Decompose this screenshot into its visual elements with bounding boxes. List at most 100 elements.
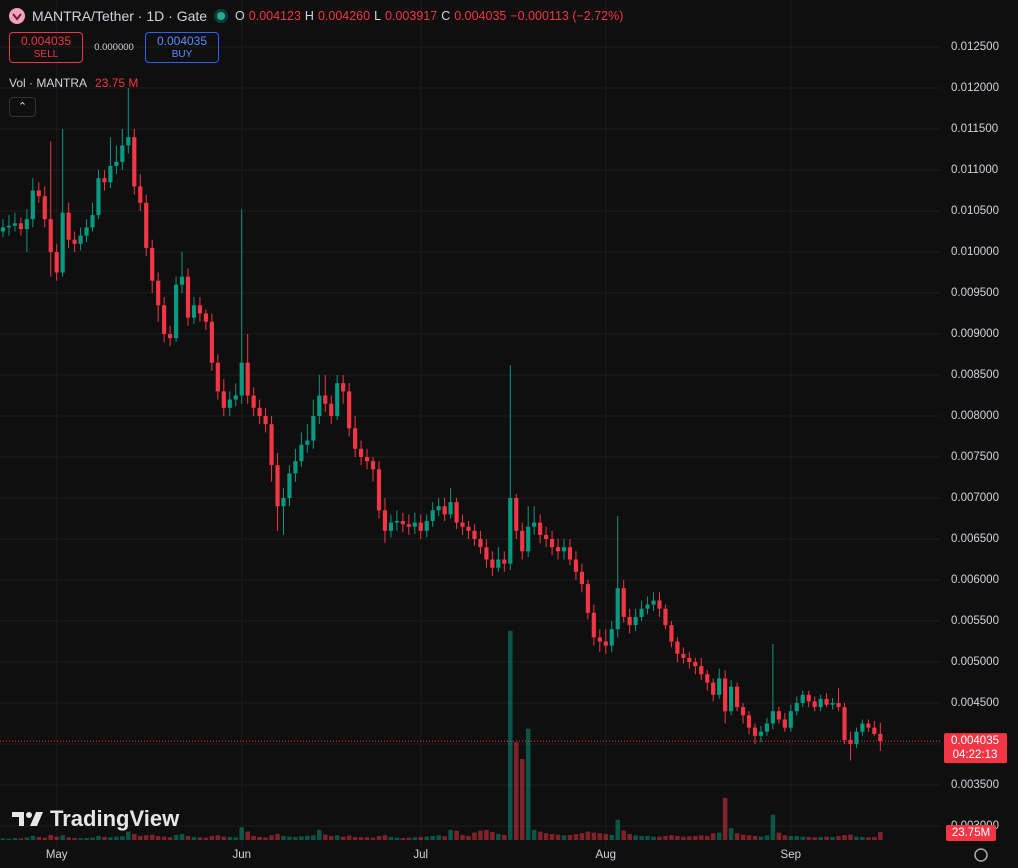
candle-body: [394, 520, 399, 523]
volume-title: Vol · MANTRA: [9, 76, 88, 90]
y-tick-label: 0.008500: [951, 369, 999, 381]
volume-bar: [442, 836, 447, 840]
candle-body: [162, 305, 167, 335]
candle-body: [794, 703, 799, 712]
sell-button[interactable]: 0.004035 SELL: [9, 32, 83, 63]
candle-body: [693, 662, 698, 667]
candle-body: [752, 727, 758, 736]
sell-label: SELL: [33, 48, 59, 60]
candle-body: [454, 502, 459, 523]
candle-body: [734, 686, 740, 708]
x-tick-label: Jul: [413, 849, 428, 861]
candle-body: [872, 727, 877, 734]
y-tick-label: 0.012000: [951, 82, 999, 94]
ohlc-value: 0.004035: [454, 9, 507, 23]
market-status: [214, 9, 229, 23]
buy-button[interactable]: 0.004035 BUY: [145, 32, 219, 63]
volume-bar: [519, 759, 525, 840]
volume-bar: [794, 835, 800, 840]
ohlc-value: 0.003917: [385, 9, 438, 23]
volume-bar: [364, 837, 370, 840]
volume-bar: [878, 831, 883, 840]
volume-bar: [848, 834, 853, 840]
trade-buttons: 0.004035 SELL 0.000000 0.004035 BUY: [9, 32, 219, 63]
symbol-title[interactable]: MANTRA/Tether · 1D · Gate: [32, 8, 208, 24]
volume-bar: [716, 832, 722, 840]
y-tick-label: 0.010500: [951, 205, 999, 217]
y-tick-label: 0.009000: [951, 328, 999, 340]
collapse-button[interactable]: ⌃: [9, 97, 36, 117]
candle-body: [723, 678, 728, 712]
candle-body: [651, 600, 656, 605]
volume-bar: [388, 836, 394, 840]
candle-body: [299, 444, 304, 462]
volume-bar: [12, 837, 18, 840]
y-tick-label: 0.005500: [951, 615, 999, 627]
y-tick-label: 0.006500: [951, 533, 999, 545]
volume-bar: [54, 836, 59, 840]
volume-bar: [525, 728, 531, 840]
candle-body: [484, 547, 489, 560]
candle-body: [281, 498, 286, 507]
y-tick-label: 0.012500: [951, 41, 999, 53]
volume-bar: [872, 836, 877, 840]
volume-bar: [800, 836, 805, 840]
candle-body: [96, 178, 101, 216]
candle-body: [353, 428, 358, 449]
candle-body: [573, 559, 579, 572]
y-tick-label: 0.011500: [951, 123, 998, 135]
candle-body: [203, 313, 208, 322]
volume-bar: [770, 814, 776, 840]
ohlc-value: 0.004260: [317, 9, 371, 23]
volume-bar: [472, 832, 477, 840]
volume-bar: [323, 834, 328, 840]
candle-body: [621, 588, 626, 617]
candle-body: [173, 284, 179, 339]
candle-body: [561, 547, 567, 552]
candle-body: [657, 600, 662, 609]
candle-body: [514, 498, 519, 531]
candle-body: [830, 703, 835, 705]
volume-bar: [42, 837, 48, 840]
candle-body: [48, 219, 53, 252]
y-tick-label: 0.009500: [951, 287, 999, 299]
volume-bar: [299, 836, 304, 840]
volume-bar: [758, 836, 764, 840]
candle-body: [675, 641, 680, 654]
volume-bar: [508, 630, 513, 840]
candle-body: [705, 674, 710, 683]
candle-body: [567, 547, 573, 560]
candle-body: [645, 604, 650, 609]
candle-body: [24, 219, 29, 230]
volume-bar: [740, 834, 746, 840]
candle-body: [717, 678, 722, 695]
candle-body: [824, 698, 829, 705]
volume-bar: [776, 832, 782, 840]
volume-bar: [167, 837, 173, 840]
ohlc-key: O: [235, 9, 245, 23]
candle-body: [311, 416, 316, 441]
candle-body: [406, 524, 411, 527]
volume-bar: [137, 835, 143, 840]
settings-icon[interactable]: [974, 848, 988, 862]
volume-bar: [90, 837, 95, 840]
volume-bar: [132, 833, 137, 840]
ohlc-legend: O 0.004123 H 0.004260 L 0.003917 C 0.004035 …: [235, 9, 623, 23]
volume-bar: [681, 836, 686, 840]
candle-body: [114, 161, 119, 166]
candle-body: [6, 225, 12, 228]
candle-body: [639, 608, 644, 617]
volume-bar: [179, 833, 185, 840]
volume-bar: [376, 835, 382, 840]
candle-body: [364, 457, 370, 462]
candle-body: [269, 424, 274, 466]
volume-bar: [764, 835, 770, 840]
candle-body: [687, 657, 692, 663]
spread: 0.000000: [94, 42, 134, 53]
candle-body: [18, 223, 23, 230]
candle-body: [544, 534, 549, 540]
candle-body: [669, 625, 674, 642]
candle-body: [138, 186, 143, 203]
volume-bar: [317, 829, 322, 840]
candle-body: [418, 522, 423, 531]
